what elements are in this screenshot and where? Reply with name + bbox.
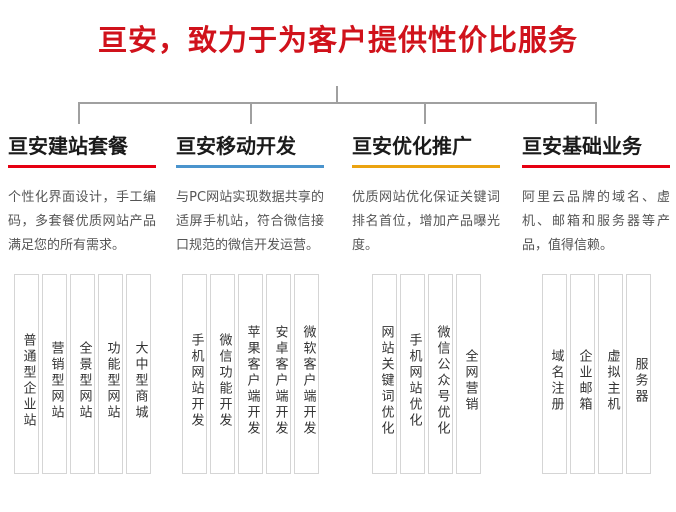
service-column: 亘安基础业务阿里云品牌的域名、虚机、邮箱和服务器等产品，值得信赖。域名注册 企业邮… [522,133,670,493]
service-item: 安卓客户端开发 [265,274,291,474]
service-item: 企业邮箱 [569,274,595,474]
column-description: 优质网站优化保证关键词排名首位，增加产品曝光度。 [352,190,500,253]
service-column: 亘安建站套餐个性化界面设计，手工编码，多套餐优质网站产品满足您的所有需求。普通型… [8,133,156,493]
column-description: 个性化界面设计，手工编码，多套餐优质网站产品满足您的所有需求。 [8,190,156,253]
service-item: 微信功能开发 [209,274,235,474]
service-item-row: 网站关键词优化 手机网站优化 微信公众号优化 全网营销 [352,274,500,474]
service-item: 服务器 [625,274,651,474]
connector-branch-line [78,102,597,104]
service-column: 亘安优化推广优质网站优化保证关键词排名首位，增加产品曝光度。网站关键词优化 手机网… [352,133,500,493]
service-item: 全网营销 [455,274,481,474]
service-item: 虚拟主机 [597,274,623,474]
column-heading: 亘安建站套餐 [8,133,156,168]
connector-drop-line [250,102,252,124]
service-item: 普通型企业站 [13,274,39,474]
service-item-row: 普通型企业站 营销型网站 全景型网站 功能型网站 大中型商城 [8,274,156,474]
service-item: 手机网站开发 [181,274,207,474]
service-item-row: 手机网站开发 微信功能开发 苹果客户端开发 安卓客户端开发 微软客户端开发 [176,274,324,474]
column-description: 与PC网站实现数据共享的适屏手机站，符合微信接口规范的微信开发运营。 [176,190,324,253]
connector-drop-line [595,102,597,124]
service-item: 手机网站优化 [399,274,425,474]
service-item: 全景型网站 [69,274,95,474]
service-item: 大中型商城 [125,274,151,474]
service-item-row: 域名注册 企业邮箱 虚拟主机 服务器 [522,274,670,474]
service-column: 亘安移动开发与PC网站实现数据共享的适屏手机站，符合微信接口规范的微信开发运营。… [176,133,324,493]
service-item: 微软客户端开发 [293,274,319,474]
connector-drop-line [424,102,426,124]
service-item: 苹果客户端开发 [237,274,263,474]
column-description: 阿里云品牌的域名、虚机、邮箱和服务器等产品，值得信赖。 [522,190,670,253]
service-item: 营销型网站 [41,274,67,474]
column-heading: 亘安优化推广 [352,133,500,168]
connector-trunk-line [336,86,338,103]
column-heading: 亘安基础业务 [522,133,670,168]
connector-drop-line [78,102,80,124]
column-heading: 亘安移动开发 [176,133,324,168]
service-item: 微信公众号优化 [427,274,453,474]
page-title: 亘安，致力于为客户提供性价比服务 [97,23,578,57]
service-item: 域名注册 [541,274,567,474]
service-item: 功能型网站 [97,274,123,474]
service-item: 网站关键词优化 [371,274,397,474]
